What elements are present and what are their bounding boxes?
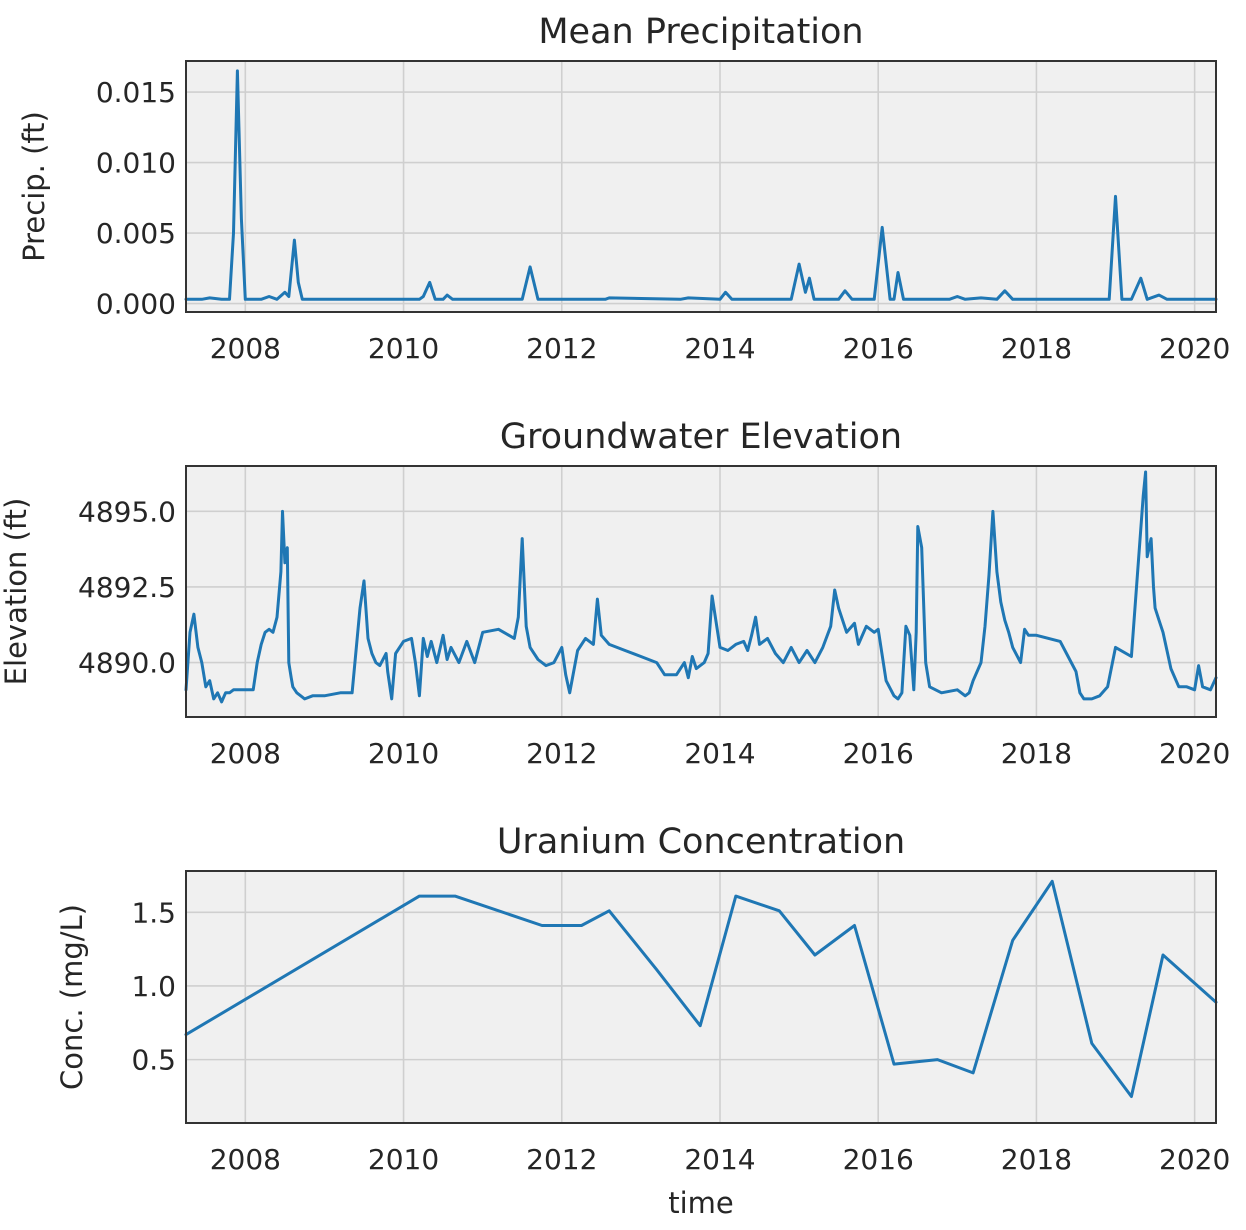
x-tick-label: 2010 [368,1143,439,1176]
y-tick-label: 0.000 [96,288,176,321]
x-tick-label: 2020 [1159,737,1230,770]
series-line [184,470,1218,704]
subplot-3: 2008 2010 2012 2014 2016 2018 2020 0.5 1.0 1.5 Ura… [55,822,1230,1220]
x-tick-label: 2010 [368,737,439,770]
plot-background [186,61,1216,312]
x-axis-label: time [668,1186,734,1220]
x-tick-label: 2008 [210,1143,281,1176]
y-tick-label: 1.5 [131,896,176,929]
x-tick-label: 2016 [843,1143,914,1176]
y-tick-label: 0.5 [131,1044,176,1077]
x-tick-label: 2018 [1001,332,1072,365]
chart-title: Uranium Concentration [497,822,905,862]
y-tick-label: 0.015 [96,76,176,109]
y-tick-label: 4890.0 [78,647,176,680]
x-tick-label: 2014 [684,332,755,365]
x-tick-label: 2012 [526,1143,597,1176]
x-tick-label: 2020 [1159,1143,1230,1176]
x-tick-label: 2016 [843,737,914,770]
series-line [184,879,1218,1098]
x-tick-label: 2014 [684,1143,755,1176]
chart-title: Mean Precipitation [538,12,863,52]
y-tick-label: 0.005 [96,217,176,250]
subplot-1: 2008 2010 2012 2014 2016 2018 2020 0.000 0.005 0.… [17,12,1230,365]
plot-frame [185,870,1217,1124]
x-tick-label: 2016 [843,332,914,365]
plot-background [186,871,1216,1123]
x-tick-label: 2010 [368,332,439,365]
plot-frame [185,60,1217,313]
y-tick-label: 4892.5 [78,571,176,604]
plot-background [186,466,1216,717]
y-axis-label: Conc. (mg/L) [55,904,89,1090]
chart-title: Groundwater Elevation [500,417,902,457]
y-tick-label: 4895.0 [78,495,176,528]
y-tick-label: 0.010 [96,147,176,180]
plot-frame [185,465,1217,718]
subplot-2: 2008 2010 2012 2014 2016 2018 2020 4890.0 4892.5… [0,417,1230,770]
x-tick-label: 2008 [210,737,281,770]
x-tick-label: 2018 [1001,737,1072,770]
y-axis-label: Precip. (ft) [17,111,51,262]
x-tick-label: 2014 [684,737,755,770]
x-tick-label: 2012 [526,737,597,770]
x-tick-label: 2018 [1001,1143,1072,1176]
y-axis-label: Elevation (ft) [0,498,33,686]
y-tick-label: 1.0 [131,970,176,1003]
x-tick-label: 2020 [1159,332,1230,365]
series-line [184,69,1218,301]
x-tick-label: 2012 [526,332,597,365]
x-tick-label: 2008 [210,332,281,365]
